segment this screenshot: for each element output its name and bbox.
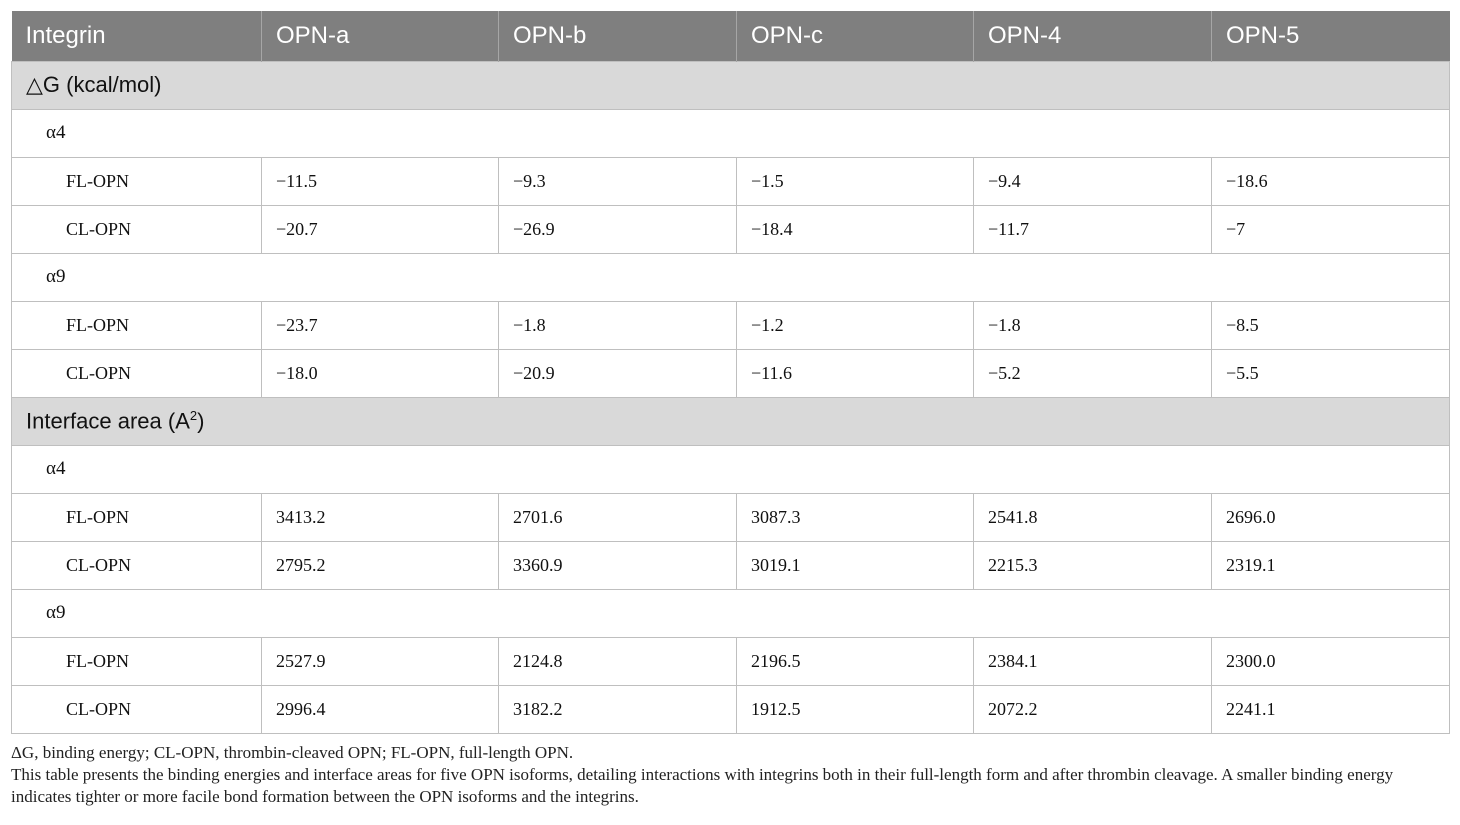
- group-label: α9: [11, 252, 1450, 302]
- section-row-interface-area: Interface area (A2): [11, 396, 1450, 446]
- section-title-superscript: 2: [189, 407, 198, 423]
- row-label: CL-OPN: [11, 348, 262, 398]
- row-label: CL-OPN: [11, 204, 262, 254]
- table-cell: −1.8: [498, 300, 737, 350]
- section-title: Interface area (A2): [11, 396, 1450, 446]
- results-table: Integrin OPN-a OPN-b OPN-c OPN-4 OPN-5 △…: [11, 11, 1450, 734]
- table-cell: −5.5: [1211, 348, 1450, 398]
- table-cell: −1.2: [736, 300, 974, 350]
- row-label: FL-OPN: [11, 636, 262, 686]
- group-label: α4: [11, 108, 1450, 158]
- table-row: CL-OPN 2795.2 3360.9 3019.1 2215.3 2319.…: [11, 540, 1450, 590]
- group-row: α4: [11, 444, 1450, 494]
- table-cell: 2541.8: [973, 492, 1212, 542]
- table-cell: 2319.1: [1211, 540, 1450, 590]
- column-header-opn-a: OPN-a: [261, 11, 499, 61]
- table-cell: −18.4: [736, 204, 974, 254]
- table-footnotes: ΔG, binding energy; CL-OPN, thrombin-cle…: [11, 742, 1451, 808]
- table-cell: 2072.2: [973, 684, 1212, 734]
- table-cell: 3182.2: [498, 684, 737, 734]
- table-cell: 2696.0: [1211, 492, 1450, 542]
- group-row: α9: [11, 252, 1450, 302]
- table-cell: −5.2: [973, 348, 1212, 398]
- row-label: CL-OPN: [11, 684, 262, 734]
- group-row: α9: [11, 588, 1450, 638]
- table-cell: −1.8: [973, 300, 1212, 350]
- column-header-opn-5: OPN-5: [1211, 11, 1450, 61]
- table-cell: −20.9: [498, 348, 737, 398]
- column-header-opn-4: OPN-4: [973, 11, 1212, 61]
- row-label: FL-OPN: [11, 300, 262, 350]
- table-cell: 3413.2: [261, 492, 499, 542]
- table-cell: −11.7: [973, 204, 1212, 254]
- table-cell: 2196.5: [736, 636, 974, 686]
- table-body: △G (kcal/mol) α4 FL-OPN −11.5 −9.3 −1.5 …: [11, 60, 1450, 734]
- table-cell: −9.3: [498, 156, 737, 206]
- section-title-text: Interface area (A: [26, 408, 190, 434]
- table-cell: −23.7: [261, 300, 499, 350]
- table-cell: 2996.4: [261, 684, 499, 734]
- table-cell: 2300.0: [1211, 636, 1450, 686]
- table-row: FL-OPN 2527.9 2124.8 2196.5 2384.1 2300.…: [11, 636, 1450, 686]
- column-header-integrin: Integrin: [11, 11, 262, 61]
- table-cell: −20.7: [261, 204, 499, 254]
- table-cell: −11.6: [736, 348, 974, 398]
- table-row: FL-OPN −23.7 −1.8 −1.2 −1.8 −8.5: [11, 300, 1450, 350]
- table-cell: −8.5: [1211, 300, 1450, 350]
- table-row: CL-OPN 2996.4 3182.2 1912.5 2072.2 2241.…: [11, 684, 1450, 734]
- abbreviations-note: ΔG, binding energy; CL-OPN, thrombin-cle…: [11, 743, 574, 762]
- table-row: CL-OPN −20.7 −26.9 −18.4 −11.7 −7: [11, 204, 1450, 254]
- table-cell: −11.5: [261, 156, 499, 206]
- table-row: FL-OPN −11.5 −9.3 −1.5 −9.4 −18.6: [11, 156, 1450, 206]
- section-title-suffix: ): [197, 408, 205, 434]
- header-row: Integrin OPN-a OPN-b OPN-c OPN-4 OPN-5: [11, 11, 1450, 61]
- table-cell: 2527.9: [261, 636, 499, 686]
- row-label: FL-OPN: [11, 492, 262, 542]
- description-note: This table presents the binding energies…: [11, 765, 1394, 806]
- row-label: CL-OPN: [11, 540, 262, 590]
- table-cell: 3087.3: [736, 492, 974, 542]
- table-cell: 3360.9: [498, 540, 737, 590]
- table-header: Integrin OPN-a OPN-b OPN-c OPN-4 OPN-5: [11, 11, 1450, 61]
- table-cell: 3019.1: [736, 540, 974, 590]
- table-cell: −18.6: [1211, 156, 1450, 206]
- group-row: α4: [11, 108, 1450, 158]
- table-cell: −1.5: [736, 156, 974, 206]
- table-row: CL-OPN −18.0 −20.9 −11.6 −5.2 −5.5: [11, 348, 1450, 398]
- section-row-delta-g: △G (kcal/mol): [11, 60, 1450, 110]
- row-label: FL-OPN: [11, 156, 262, 206]
- section-title: △G (kcal/mol): [11, 60, 1450, 110]
- table-cell: 2384.1: [973, 636, 1212, 686]
- column-header-opn-b: OPN-b: [498, 11, 737, 61]
- group-label: α4: [11, 444, 1450, 494]
- table-cell: −9.4: [973, 156, 1212, 206]
- table-cell: −18.0: [261, 348, 499, 398]
- table-cell: −7: [1211, 204, 1450, 254]
- table-cell: −26.9: [498, 204, 737, 254]
- table-row: FL-OPN 3413.2 2701.6 3087.3 2541.8 2696.…: [11, 492, 1450, 542]
- group-label: α9: [11, 588, 1450, 638]
- column-header-opn-c: OPN-c: [736, 11, 974, 61]
- table-cell: 2701.6: [498, 492, 737, 542]
- table-cell: 2215.3: [973, 540, 1212, 590]
- table-cell: 2795.2: [261, 540, 499, 590]
- table-cell: 1912.5: [736, 684, 974, 734]
- table-cell: 2241.1: [1211, 684, 1450, 734]
- table-cell: 2124.8: [498, 636, 737, 686]
